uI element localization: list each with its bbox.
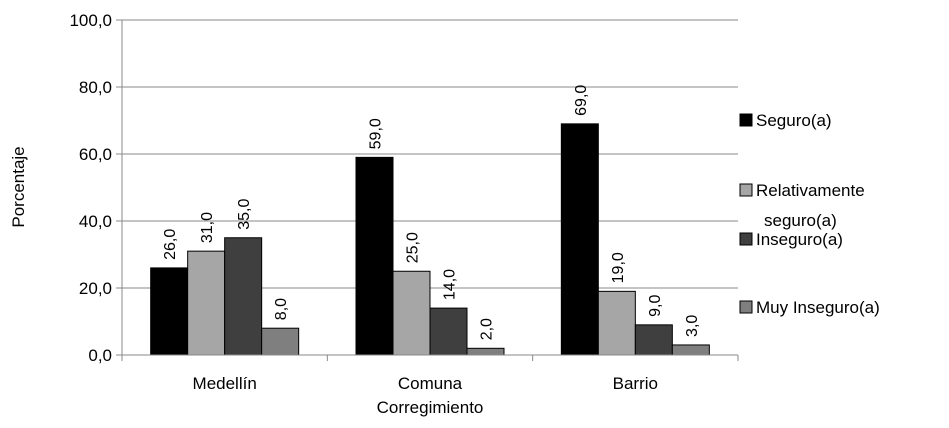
y-axis-label: Porcentaje [9, 146, 28, 227]
bar [150, 267, 189, 356]
data-label: 9,0 [647, 295, 664, 317]
y-tick-label: 0,0 [88, 346, 112, 365]
bar [560, 123, 599, 356]
y-tick-label: 20,0 [79, 279, 112, 298]
data-label: 69,0 [573, 85, 590, 116]
data-label: 19,0 [610, 252, 627, 283]
legend-swatch [739, 232, 753, 246]
bar [466, 347, 505, 356]
category-label: Medellín [193, 374, 257, 393]
data-label: 14,0 [442, 269, 459, 300]
bar [671, 344, 710, 356]
category-label: Barrio [613, 374, 658, 393]
data-label: 35,0 [236, 199, 253, 230]
category-label: Comuna [398, 374, 463, 393]
bar [597, 290, 636, 356]
data-label: 31,0 [199, 212, 216, 243]
legend-label: Relativamente [756, 181, 865, 200]
legend-label: Inseguro(a) [756, 230, 843, 249]
data-label: 8,0 [273, 298, 290, 320]
legend-label: Muy Inseguro(a) [756, 298, 880, 317]
data-label: 3,0 [684, 315, 701, 337]
legend-label: Seguro(a) [756, 111, 832, 130]
bar [261, 327, 300, 356]
bar [355, 156, 394, 356]
bar [187, 250, 226, 356]
data-label: 26,0 [162, 229, 179, 260]
data-label: 59,0 [368, 118, 385, 149]
legend-swatch [739, 113, 753, 127]
legend-label: seguro(a) [764, 211, 837, 230]
bar [392, 270, 431, 356]
data-label: 25,0 [405, 232, 422, 263]
legend-swatch [739, 183, 753, 197]
y-tick-label: 60,0 [79, 145, 112, 164]
y-tick-label: 80,0 [79, 78, 112, 97]
y-tick-label: 100,0 [69, 11, 112, 30]
legend-swatch [739, 300, 753, 314]
bar [224, 237, 263, 356]
bar [429, 307, 468, 356]
y-tick-label: 40,0 [79, 212, 112, 231]
category-label: Corregimiento [377, 398, 484, 417]
data-label: 2,0 [479, 318, 496, 340]
bar [634, 324, 673, 356]
